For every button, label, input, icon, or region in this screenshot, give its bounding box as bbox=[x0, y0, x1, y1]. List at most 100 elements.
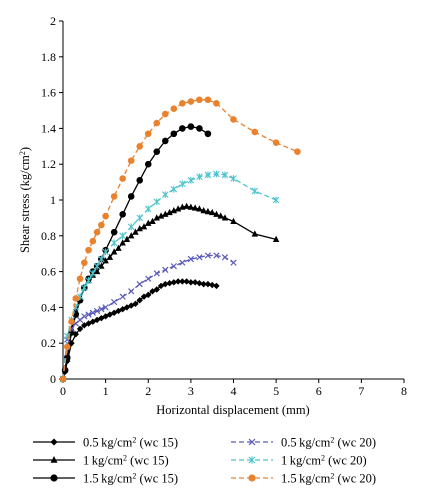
data-point bbox=[106, 253, 114, 260]
data-point bbox=[221, 214, 229, 221]
legend-label: 1.5 kg/cm2 (wc 15) bbox=[83, 471, 178, 486]
legend-item-4: 0.5 kg/cm2 (wc 20) bbox=[231, 435, 376, 450]
data-point bbox=[119, 175, 126, 182]
data-point bbox=[230, 259, 237, 266]
data-point bbox=[204, 96, 212, 104]
y-tick-label: 1.2 bbox=[41, 157, 56, 171]
legend-label-main: 0.5 kg/cm bbox=[281, 436, 331, 450]
data-point bbox=[230, 175, 237, 182]
legend-label-main: 0.5 kg/cm bbox=[83, 436, 133, 450]
data-point bbox=[153, 119, 161, 127]
data-point bbox=[248, 474, 256, 482]
data-point bbox=[217, 212, 224, 219]
data-point bbox=[110, 248, 118, 255]
data-point bbox=[144, 160, 152, 168]
data-point bbox=[145, 219, 152, 226]
data-point bbox=[170, 207, 178, 214]
data-point bbox=[251, 230, 259, 237]
data-point bbox=[183, 278, 190, 285]
legend-item-6: 1.5 kg/cm2 (wc 20) bbox=[231, 471, 376, 486]
x-tick-label: 4 bbox=[231, 384, 237, 398]
series-line bbox=[62, 99, 298, 380]
data-point bbox=[132, 228, 139, 235]
x-tick-label: 7 bbox=[358, 384, 364, 398]
data-point bbox=[196, 173, 203, 181]
data-point bbox=[170, 130, 178, 138]
data-point bbox=[153, 270, 160, 277]
data-point bbox=[251, 128, 259, 136]
data-point bbox=[127, 157, 135, 164]
legend-item-1: 0.5 kg/cm2 (wc 15) bbox=[33, 435, 178, 450]
data-point bbox=[119, 293, 126, 300]
data-point bbox=[123, 235, 131, 242]
legend-label: 1 kg/cm2 (wc 15) bbox=[83, 453, 169, 468]
data-point bbox=[102, 212, 109, 220]
data-point bbox=[111, 298, 118, 306]
data-point bbox=[50, 456, 58, 463]
data-point bbox=[179, 125, 186, 132]
data-point bbox=[102, 304, 109, 311]
data-point bbox=[162, 137, 169, 145]
data-point bbox=[179, 259, 186, 266]
data-point bbox=[272, 196, 280, 204]
data-point bbox=[179, 180, 186, 188]
legend-label-tail: (wc 15) bbox=[127, 454, 169, 468]
data-point bbox=[127, 223, 135, 231]
legend-label-main: 1 kg/cm bbox=[83, 454, 123, 468]
data-point bbox=[157, 212, 165, 219]
legend: 0.5 kg/cm2 (wc 15)1 kg/cm2 (wc 15)1.5 kg… bbox=[33, 435, 376, 486]
legend-item-5: 1 kg/cm2 (wc 20) bbox=[231, 453, 367, 468]
series-line bbox=[62, 173, 277, 380]
data-point bbox=[213, 282, 220, 290]
data-point bbox=[272, 235, 280, 242]
data-point bbox=[204, 130, 212, 138]
x-axis-title: Horizontal displacement (mm) bbox=[156, 403, 309, 417]
data-point bbox=[191, 204, 199, 211]
legend-label-sup: 2 bbox=[330, 471, 334, 480]
data-point bbox=[204, 252, 212, 259]
x-tick-label: 0 bbox=[60, 384, 66, 398]
legend-label-sup: 2 bbox=[132, 435, 136, 444]
data-point bbox=[102, 248, 109, 256]
data-point bbox=[89, 237, 97, 245]
data-point bbox=[50, 474, 58, 482]
data-point bbox=[187, 176, 195, 184]
data-point bbox=[166, 208, 173, 216]
data-point bbox=[248, 456, 256, 464]
legend-label-tail: (wc 20) bbox=[334, 436, 376, 450]
data-point bbox=[153, 286, 160, 293]
data-point bbox=[183, 202, 190, 209]
data-point bbox=[50, 438, 58, 446]
y-tick-label: 1 bbox=[50, 193, 56, 207]
data-point bbox=[294, 148, 301, 155]
legend-label-sup: 2 bbox=[330, 435, 334, 444]
data-point bbox=[196, 96, 203, 104]
y-axis-title: Shear stress (kg/cm2) bbox=[18, 147, 33, 253]
series-1 bbox=[59, 278, 220, 383]
data-point bbox=[145, 291, 152, 299]
data-point bbox=[127, 193, 135, 200]
data-point bbox=[115, 244, 122, 251]
data-point bbox=[162, 266, 169, 273]
data-point bbox=[136, 214, 143, 222]
data-point bbox=[272, 139, 280, 147]
x-tick-label: 2 bbox=[145, 384, 151, 398]
x-tick-label: 5 bbox=[273, 384, 279, 398]
data-point bbox=[230, 116, 237, 123]
data-point bbox=[174, 278, 182, 285]
data-point bbox=[196, 280, 203, 287]
legend-label-main: 1.5 kg/cm bbox=[83, 472, 133, 486]
y-axis-title-main: Shear stress (kg/cm bbox=[18, 155, 32, 253]
data-point bbox=[72, 295, 80, 302]
data-point bbox=[98, 255, 105, 263]
data-point bbox=[204, 280, 212, 288]
data-point bbox=[162, 210, 169, 217]
x-tick-label: 3 bbox=[188, 384, 194, 398]
data-point bbox=[170, 279, 178, 286]
data-point bbox=[187, 123, 195, 130]
series-line bbox=[62, 125, 209, 380]
data-point bbox=[196, 254, 203, 261]
data-point bbox=[187, 203, 195, 210]
data-point bbox=[119, 232, 126, 240]
